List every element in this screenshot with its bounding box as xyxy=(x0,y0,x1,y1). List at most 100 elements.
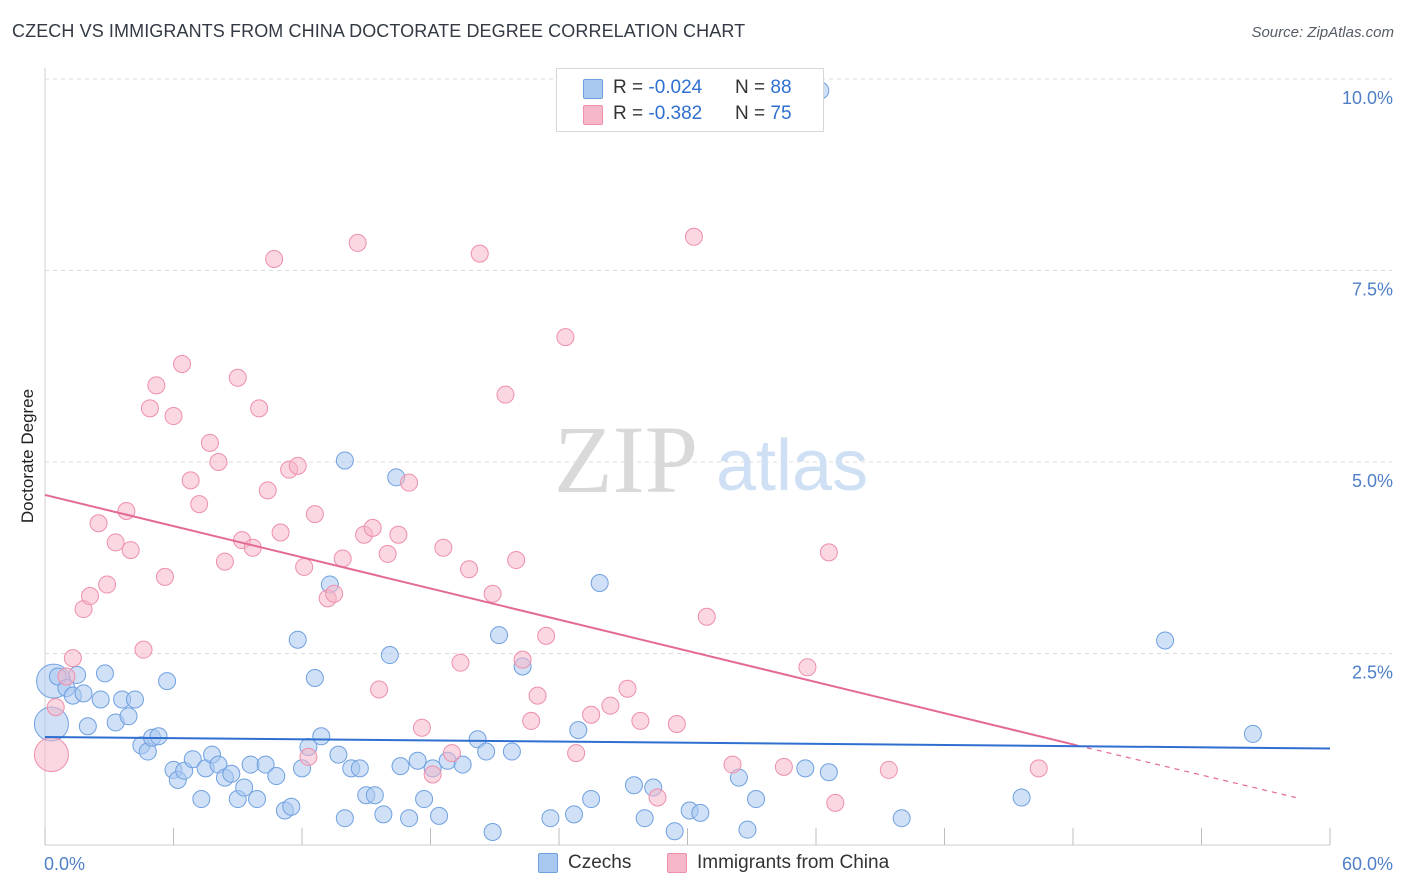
data-point-czechs xyxy=(391,757,410,776)
data-point-china xyxy=(299,747,318,766)
y-tick-labels: 2.5% 5.0% 7.5% 10.0% xyxy=(1342,88,1393,683)
data-point-czechs xyxy=(241,755,260,774)
data-point-china xyxy=(295,557,314,576)
data-point-china xyxy=(98,575,117,594)
data-point-china xyxy=(378,544,397,563)
data-point-china xyxy=(434,538,453,557)
legend-swatch-china xyxy=(667,853,687,873)
data-point-china xyxy=(582,705,601,724)
data-point-china xyxy=(140,399,159,418)
data-point-china xyxy=(173,354,192,373)
data-point-china xyxy=(370,680,389,699)
data-point-china xyxy=(412,718,431,737)
data-point-czechs xyxy=(282,797,301,816)
data-point-china xyxy=(200,433,219,452)
data-point-china xyxy=(648,788,667,807)
data-point-china xyxy=(667,714,686,733)
data-point-china xyxy=(400,473,419,492)
legend-swatch-czechs xyxy=(583,79,603,99)
data-point-china xyxy=(798,658,817,677)
data-point-china xyxy=(819,543,838,562)
data-point-china xyxy=(155,567,174,586)
data-point-china xyxy=(305,505,324,524)
data-point-china xyxy=(46,698,65,717)
data-point-china xyxy=(228,368,247,387)
data-point-czechs xyxy=(192,790,211,809)
legend-r-label: R = xyxy=(613,77,649,98)
data-point-czechs xyxy=(267,767,286,786)
data-point-czechs xyxy=(453,755,472,774)
y-tick-label: 2.5% xyxy=(1352,663,1393,683)
legend-swatch-china xyxy=(583,105,603,125)
data-point-china xyxy=(723,755,742,774)
data-point-czechs xyxy=(305,669,324,688)
data-point-china xyxy=(556,328,575,347)
data-point-czechs xyxy=(312,727,331,746)
legend-swatch-czechs xyxy=(538,853,558,873)
data-point-czechs xyxy=(119,707,138,726)
data-point-czechs xyxy=(490,626,509,645)
legend-row-czechs: R = -0.024 N = 88 xyxy=(557,75,823,103)
data-point-czechs xyxy=(477,742,496,761)
data-point-czechs xyxy=(1156,631,1175,650)
data-point-czechs xyxy=(400,809,419,828)
source-note: Source: ZipAtlas.com xyxy=(1251,24,1394,41)
data-point-china xyxy=(57,667,76,686)
data-point-czechs xyxy=(569,721,588,740)
data-point-czechs xyxy=(483,822,502,841)
data-point-czechs xyxy=(74,684,93,703)
data-point-china xyxy=(288,456,307,475)
data-point-czechs xyxy=(350,759,369,778)
data-point-czechs xyxy=(1012,788,1031,807)
legend-r: R = -0.024 xyxy=(613,77,702,99)
data-point-china xyxy=(1029,759,1048,778)
data-point-china xyxy=(496,385,515,404)
data-point-czechs xyxy=(415,790,434,809)
chart-title: CZECH VS IMMIGRANTS FROM CHINA DOCTORATE… xyxy=(12,21,746,41)
data-point-china xyxy=(697,607,716,626)
data-point-china xyxy=(826,793,845,812)
legend-r: R = -0.382 xyxy=(613,103,702,125)
data-point-czechs xyxy=(288,630,307,649)
legend-n: N = 75 xyxy=(735,103,792,125)
y-tick-label: 5.0% xyxy=(1352,471,1393,491)
y-tick-label: 7.5% xyxy=(1352,280,1393,300)
data-point-china xyxy=(460,560,479,579)
data-point-china xyxy=(215,552,234,571)
data-point-china xyxy=(442,744,461,763)
data-point-czechs xyxy=(892,809,911,828)
data-point-czechs xyxy=(796,759,815,778)
legend-r-value: -0.024 xyxy=(648,77,703,98)
trend-line-czechs xyxy=(44,735,1331,750)
data-point-czechs xyxy=(374,805,393,824)
data-point-china xyxy=(513,650,532,669)
data-point-czechs xyxy=(335,451,354,470)
data-point-czechs xyxy=(149,727,168,746)
data-point-czechs xyxy=(502,742,521,761)
data-point-china xyxy=(537,626,556,645)
data-point-czechs xyxy=(380,646,399,665)
data-point-china xyxy=(80,587,99,606)
data-point-czechs xyxy=(235,778,254,797)
x-tick-label: 0.0% xyxy=(44,854,85,874)
legend-n: N = 88 xyxy=(735,77,792,99)
x-tick-label: 60.0% xyxy=(1342,854,1393,874)
data-point-china xyxy=(684,227,703,246)
data-point-china xyxy=(389,525,408,544)
data-point-czechs xyxy=(1243,724,1262,743)
data-point-czechs xyxy=(95,664,114,683)
data-point-czechs xyxy=(329,745,348,764)
data-point-czechs xyxy=(222,764,241,783)
legend-r-value: -0.382 xyxy=(648,103,703,124)
data-point-czechs xyxy=(158,672,177,691)
data-point-china xyxy=(258,481,277,500)
trend-lines xyxy=(44,493,1331,799)
x-tick-labels: 0.0% 60.0% xyxy=(44,854,1393,874)
data-point-china xyxy=(190,495,209,514)
data-point-czechs xyxy=(635,809,654,828)
watermark: ZIP atlas xyxy=(554,406,868,513)
data-point-china xyxy=(325,584,344,603)
y-axis-label: Doctorate Degree xyxy=(18,389,37,523)
data-point-czechs xyxy=(91,690,110,709)
